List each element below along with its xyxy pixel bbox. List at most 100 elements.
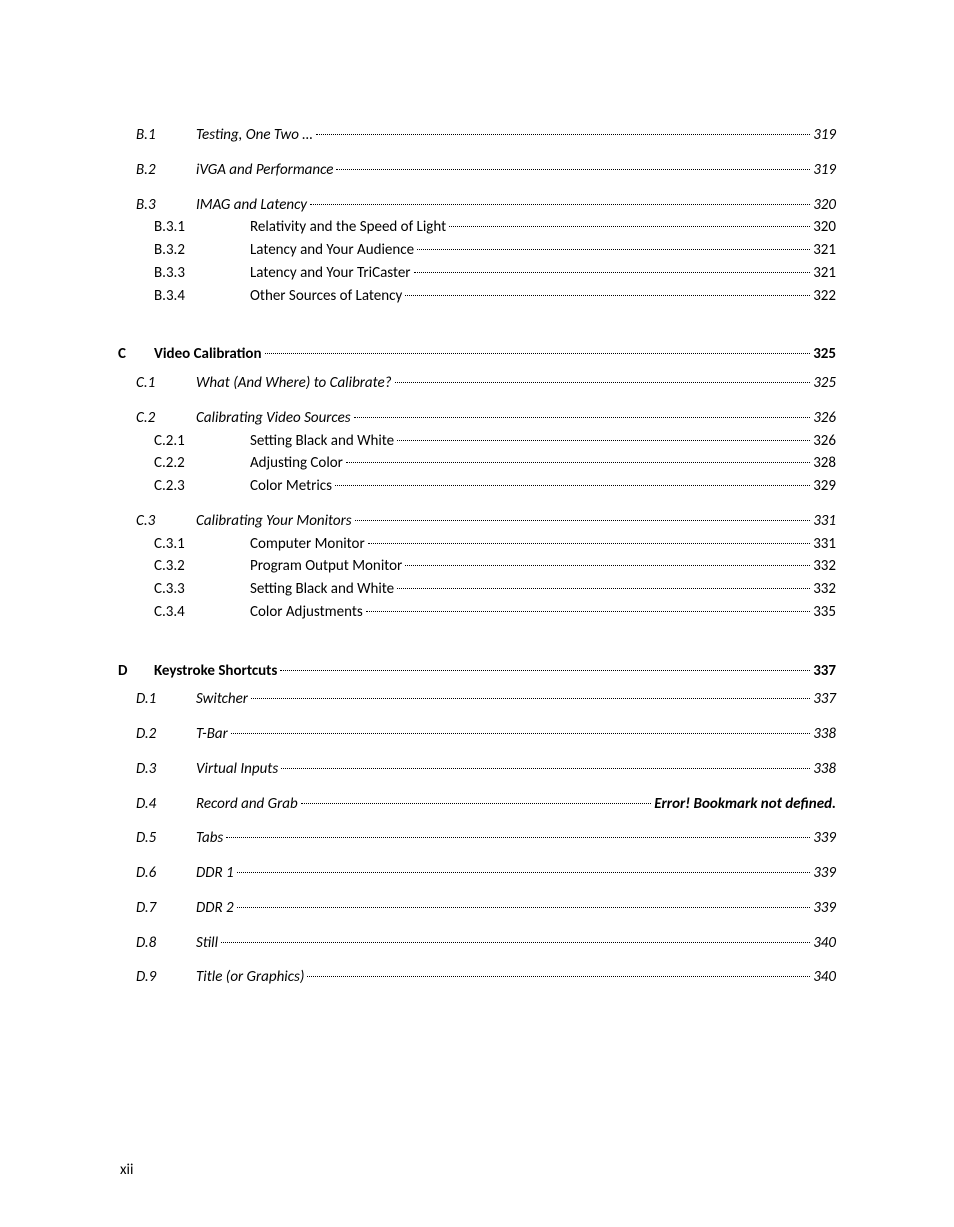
toc-entry-number: C.3.3: [154, 579, 250, 601]
toc-entry-section[interactable]: B.2iVGA and Performance319: [118, 159, 836, 182]
toc-entry-page: 339: [813, 898, 836, 920]
toc-entry-section[interactable]: D.5Tabs339: [118, 827, 836, 850]
toc-leader: [221, 928, 810, 943]
toc-entry-subsection[interactable]: B.3.4Other Sources of Latency 322: [118, 285, 836, 308]
toc-entry-title: Keystroke Shortcuts: [154, 661, 277, 683]
toc-entry-number: D.3: [136, 759, 196, 781]
toc-gap: [118, 307, 836, 323]
toc-entry-page: 319: [813, 160, 836, 182]
toc-entry-subsection[interactable]: C.3.4Color Adjustments335: [118, 601, 836, 624]
toc-entry-page: 340: [813, 933, 836, 955]
toc-entry-number: C.2.2: [154, 453, 250, 475]
toc-gap: [118, 885, 836, 891]
toc-gap: [118, 182, 836, 188]
toc-entry-section[interactable]: C.1What (And Where) to Calibrate?325: [118, 372, 836, 395]
toc-leader: [280, 656, 810, 671]
toc-entry-page: 321: [813, 240, 836, 262]
toc-entry-title: Calibrating Video Sources: [196, 408, 351, 430]
toc-gap: [118, 395, 836, 401]
toc-entry-number: D.6: [136, 863, 196, 885]
toc-entry-number: D.1: [136, 689, 196, 711]
toc-entry-number: D: [118, 661, 154, 683]
toc-entry-title: Still: [196, 933, 218, 955]
toc-gap: [118, 920, 836, 926]
toc-entry-title: Latency and Your Audience: [250, 240, 414, 262]
toc-gap: [118, 850, 836, 856]
toc-entry-title: DDR 2: [196, 898, 234, 920]
toc-leader: [301, 789, 652, 804]
toc-entry-title: DDR 1: [196, 863, 234, 885]
toc-entry-page-error: Error! Bookmark not defined.: [654, 794, 836, 816]
toc-entry-appendix[interactable]: CVideo Calibration 325: [118, 343, 836, 366]
toc-entry-title: iVGA and Performance: [196, 160, 333, 182]
toc-gap: [118, 498, 836, 504]
toc-entry-title: Video Calibration: [154, 344, 262, 366]
toc-entry-number: C.2: [136, 408, 196, 430]
toc-entry-page: 331: [813, 511, 836, 533]
toc-entry-section[interactable]: B.1Testing, One Two … 319: [118, 124, 836, 147]
toc-entry-page: 325: [813, 373, 836, 395]
toc-entry-title: Tabs: [196, 828, 223, 850]
toc-entry-page: 337: [813, 661, 836, 683]
toc-leader: [397, 574, 810, 589]
toc-entry-title: Virtual Inputs: [196, 759, 278, 781]
toc-entry-subsection[interactable]: C.2.3Color Metrics329: [118, 475, 836, 498]
toc-entry-section[interactable]: D.6DDR 1339: [118, 862, 836, 885]
toc-entry-page: 321: [813, 263, 836, 285]
toc-leader: [265, 339, 811, 354]
toc-entry-page: 338: [813, 759, 836, 781]
toc-leader: [366, 597, 810, 612]
toc-entry-number: B.3.4: [154, 286, 250, 308]
toc-entry-title: Program Output Monitor: [250, 556, 402, 578]
toc-entry-section[interactable]: D.3Virtual Inputs 338: [118, 758, 836, 781]
toc-entry-number: B.1: [136, 125, 196, 147]
toc-entry-number: B.3.2: [154, 240, 250, 262]
toc-entry-section[interactable]: D.1Switcher337: [118, 688, 836, 711]
toc-entry-title: Other Sources of Latency: [250, 286, 402, 308]
toc-entry-page: 322: [813, 286, 836, 308]
toc-leader: [226, 823, 810, 838]
toc-entry-section[interactable]: D.7DDR 2339: [118, 897, 836, 920]
toc-gap: [118, 711, 836, 717]
toc-entry-title: Adjusting Color: [250, 453, 343, 475]
toc-entry-title: T-Bar: [196, 724, 228, 746]
toc-entry-page: 319: [813, 125, 836, 147]
toc-entry-section[interactable]: D.9Title (or Graphics)340: [118, 966, 836, 989]
toc-entry-page: 332: [813, 556, 836, 578]
toc-gap: [118, 624, 836, 640]
toc-entry-page: 340: [813, 967, 836, 989]
toc-entry-section[interactable]: D.4Record and Grab Error! Bookmark not d…: [118, 793, 836, 816]
toc-entry-number: D.5: [136, 828, 196, 850]
toc-entry-page: 326: [813, 431, 836, 453]
toc-leader: [368, 529, 811, 544]
toc-entry-title: Testing, One Two …: [196, 125, 313, 147]
toc-entry-appendix[interactable]: DKeystroke Shortcuts 337: [118, 660, 836, 683]
toc-leader: [335, 471, 810, 486]
toc-entry-section[interactable]: D.8Still340: [118, 932, 836, 955]
toc-leader: [281, 754, 810, 769]
toc-entry-page: 337: [813, 689, 836, 711]
toc-entry-title: Record and Grab: [196, 794, 298, 816]
toc-leader: [316, 120, 811, 135]
toc-entry-title: What (And Where) to Calibrate?: [196, 373, 392, 395]
toc-entry-page: 326: [813, 408, 836, 430]
toc-entry-page: 320: [813, 195, 836, 217]
toc-entry-page: 331: [813, 534, 836, 556]
toc-leader: [237, 858, 811, 873]
toc-leader: [251, 684, 810, 699]
toc-entry-page: 338: [813, 724, 836, 746]
toc-leader: [405, 281, 810, 296]
toc-entry-number: C.3.4: [154, 602, 250, 624]
toc-entry-page: 328: [813, 453, 836, 475]
toc-entry-number: B.3.3: [154, 263, 250, 285]
toc-entry-page: 332: [813, 579, 836, 601]
toc-leader: [414, 258, 811, 273]
toc-entry-number: C.3.1: [154, 534, 250, 556]
toc-entry-number: B.3.1: [154, 217, 250, 239]
toc-entry-section[interactable]: D.2T-Bar338: [118, 723, 836, 746]
page-number: xii: [120, 1161, 133, 1179]
toc-gap: [118, 781, 836, 787]
toc-leader: [397, 426, 810, 441]
toc-leader: [231, 719, 810, 734]
toc-leader: [355, 506, 811, 521]
